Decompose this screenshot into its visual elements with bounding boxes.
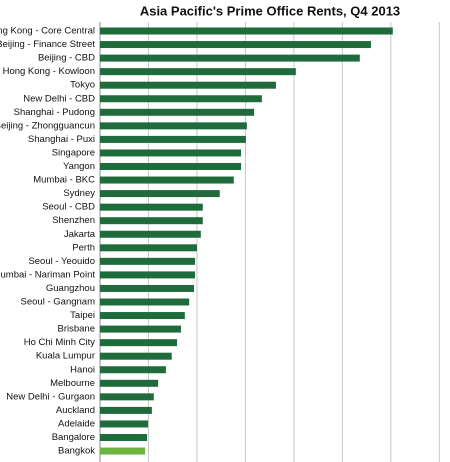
bar [100,190,220,198]
y-tick-label: Beijing - Zhongguancun [0,120,95,131]
y-tick-label: New Delhi - CBD [23,93,95,104]
bar [100,217,203,225]
bar [100,244,197,252]
bar [100,135,246,143]
y-tick-label: Beijing - CBD [38,53,95,64]
y-tick-label: Mumbai - BKC [33,175,95,186]
bar [100,352,172,360]
bar [100,108,255,116]
y-tick-label: Melbourne [50,378,95,389]
bar [100,271,196,279]
y-tick-label: Ho Chi Minh City [24,337,96,348]
bar [100,230,201,238]
bar [100,81,276,89]
bar [100,176,234,184]
bar [100,434,148,441]
y-tick-label: Hong Kong - Kowloon [3,66,95,77]
bar [100,379,159,387]
y-tick-label: Auckland [56,405,95,416]
bar [100,27,393,35]
y-tick-label: Seoul - Yeouido [28,256,95,267]
y-tick-label: Bangkok [58,446,95,457]
bar [100,447,146,455]
y-tick-label: Perth [72,242,95,253]
y-tick-label: Bangalore [52,432,95,443]
bar [100,203,203,211]
y-tick-label: Shenzhen [52,215,95,226]
y-tick-label: Jakarta [64,229,96,240]
y-tick-label: Kuala Lumpur [36,351,95,362]
bar [100,41,371,49]
bar [100,68,296,76]
y-tick-label: Mumbai - Nariman Point [0,269,95,280]
bar [100,54,360,62]
bar [100,298,190,306]
bar [100,163,242,170]
y-tick-label: Yangon [63,161,95,172]
bar [100,149,242,157]
y-tick-label: Beijing - Finance Street [0,39,95,50]
bar [100,420,148,428]
y-tick-label: Brisbane [58,324,96,335]
bar [100,406,152,414]
bar [100,393,154,401]
bar [100,284,195,292]
y-tick-label: Singapore [52,147,95,158]
bar [100,257,196,265]
y-tick-label: Guangzhou [46,283,95,294]
y-tick-label: Shanghai - Pudong [14,107,95,118]
y-tick-label: New Delhi - Gurgaon [6,391,95,402]
y-tick-label: Seoul - Gangnam [21,297,96,308]
bar [100,95,262,103]
y-tick-label: Taipei [70,310,95,321]
y-tick-label: Sydney [63,188,95,199]
bar [100,122,247,130]
bar [100,312,185,320]
y-tick-label: Shanghai - Puxi [28,134,95,145]
y-tick-label: Hanoi [70,364,95,375]
y-tick-label: Adelaide [58,418,95,429]
chart-title: Asia Pacific's Prime Office Rents, Q4 20… [140,3,400,18]
bar [100,339,178,347]
y-tick-label: Hong Kong - Core Central [0,26,95,37]
bar [100,325,181,333]
y-tick-label: Tokyo [70,80,95,91]
y-tick-label: Seoul - CBD [42,202,95,213]
bar [100,366,166,374]
